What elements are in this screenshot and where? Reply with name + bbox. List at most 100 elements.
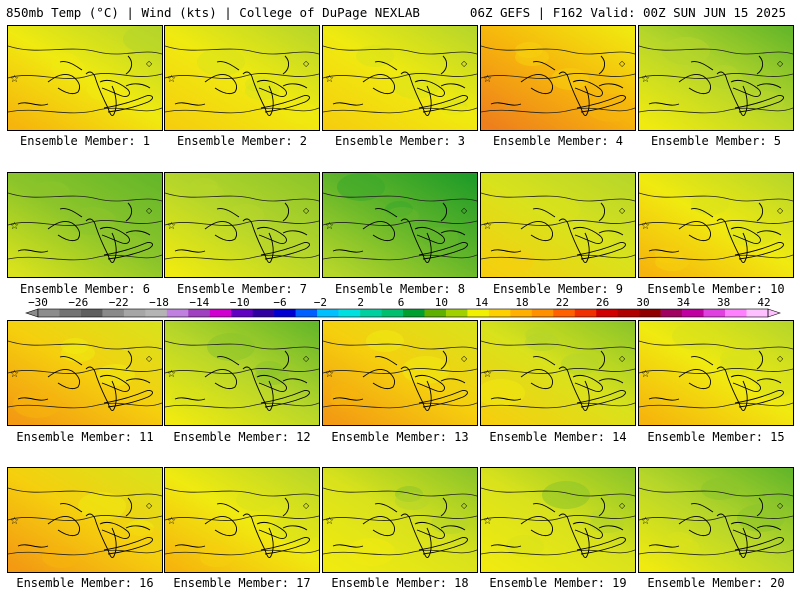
great-lakes-coastline — [374, 356, 398, 366]
great-lakes-coastline — [256, 79, 287, 97]
great-lakes-coastline — [332, 249, 364, 253]
height-contour — [8, 45, 162, 55]
colorbar-tick-label: −6 — [273, 296, 286, 309]
height-contour — [165, 220, 319, 226]
great-lakes-coastline — [572, 521, 603, 539]
great-lakes-coastline — [598, 202, 606, 222]
model-run-info: 06Z GEFS | F162 Valid: 00Z SUN JUN 15 20… — [469, 5, 786, 20]
great-lakes-coastline — [716, 513, 748, 559]
colorbar-outline — [37, 308, 769, 318]
star-icon: ☆ — [325, 74, 334, 85]
ensemble-member-label: Ensemble Member: 12 — [173, 430, 311, 444]
colorbar-swatch — [338, 309, 361, 317]
great-lakes-coastline — [125, 525, 151, 531]
great-lakes-coastline — [598, 378, 624, 384]
great-lakes-coastline — [730, 374, 761, 392]
ensemble-member-label: Ensemble Member: 5 — [650, 134, 782, 148]
great-lakes-coastline — [576, 390, 626, 408]
star-icon: ☆ — [167, 74, 176, 85]
great-lakes-coastline — [648, 102, 680, 106]
height-contour — [8, 254, 162, 261]
height-contour — [165, 515, 319, 521]
temperature-field-map: ☆◇ — [481, 321, 635, 425]
temperature-blotch — [532, 196, 580, 224]
temperature-blotch — [200, 549, 234, 567]
great-lakes-coastline — [598, 83, 624, 89]
height-contour — [481, 73, 635, 79]
temperature-blotch — [13, 390, 61, 418]
height-contour — [8, 549, 162, 556]
diamond-icon: ◇ — [461, 501, 468, 510]
great-lakes-coastline — [440, 202, 448, 222]
height-contour — [481, 487, 635, 497]
height-contour — [481, 220, 635, 226]
great-lakes-coastline — [125, 83, 151, 89]
temperature-field-map: ☆◇ — [8, 26, 162, 130]
star-icon: ☆ — [167, 221, 176, 232]
height-contour — [639, 107, 793, 114]
colorbar-swatch — [574, 309, 597, 317]
height-contour — [165, 549, 319, 556]
temperature-blotch — [272, 515, 319, 543]
temperature-blotch — [395, 492, 429, 510]
great-lakes-coastline — [648, 249, 680, 253]
colorbar-tick-label: 22 — [556, 296, 569, 309]
height-contour — [8, 487, 162, 497]
great-lakes-coastline — [572, 79, 603, 97]
star-icon: ☆ — [10, 221, 19, 232]
height-contour — [481, 368, 635, 374]
height-contour — [639, 549, 793, 556]
great-lakes-coastline — [17, 397, 49, 401]
colorbar-swatch — [445, 309, 468, 317]
ensemble-map-member-7: ☆ ◇ — [164, 172, 320, 278]
great-lakes-coastline — [59, 503, 83, 513]
ensemble-member-label: Ensemble Member: 10 — [647, 282, 785, 296]
great-lakes-coastline — [103, 242, 153, 260]
great-lakes-coastline — [242, 366, 274, 412]
great-lakes-coastline — [418, 95, 468, 113]
ensemble-map-member-11: ☆ ◇ — [7, 320, 163, 426]
colorbar-swatch — [510, 309, 533, 317]
temperature-blotch — [207, 333, 255, 361]
temperature-blotch — [587, 94, 635, 122]
height-contour — [639, 45, 793, 55]
great-lakes-coastline — [204, 368, 238, 390]
colorbar-tick-label: 34 — [677, 296, 691, 309]
temperature-field-map: ☆◇ — [481, 26, 635, 130]
temperature-blotch — [515, 48, 549, 66]
colorbar-swatch — [725, 309, 747, 317]
great-lakes-coastline — [256, 226, 287, 244]
height-contour — [639, 254, 793, 261]
star-icon: ☆ — [325, 221, 334, 232]
temperature-blotch — [171, 387, 209, 409]
great-lakes-coastline — [400, 513, 432, 559]
colorbar-swatch — [38, 309, 60, 317]
colorbar-tick-label: −30 — [28, 296, 48, 309]
ensemble-member-label: Ensemble Member: 14 — [489, 430, 627, 444]
colorbar-swatch — [682, 309, 704, 317]
great-lakes-coastline — [734, 537, 784, 555]
temperature-field-map: ☆◇ — [481, 173, 635, 277]
temperature-colorbar: −30 −26 −22 −18 −14 −10 −6 −2 2 6 10 14 18 22 26 30 34 38… — [25, 296, 781, 318]
colorbar-tick-label: 42 — [757, 296, 770, 309]
great-lakes-coastline — [374, 61, 398, 71]
great-lakes-coastline — [490, 249, 522, 253]
temperature-blotch — [662, 37, 710, 65]
great-lakes-coastline — [756, 83, 782, 89]
great-lakes-coastline — [414, 226, 445, 244]
height-contour — [481, 45, 635, 55]
great-lakes-coastline — [103, 390, 153, 408]
temperature-field-map: ☆◇ — [481, 468, 635, 572]
great-lakes-coastline — [572, 374, 603, 392]
great-lakes-coastline — [716, 366, 748, 412]
great-lakes-coastline — [125, 55, 133, 75]
temperature-blotch — [226, 204, 264, 226]
ensemble-member-label: Ensemble Member: 4 — [492, 134, 624, 148]
great-lakes-coastline — [756, 202, 764, 222]
temperature-blotch — [506, 535, 544, 557]
colorbar-tick-label: 26 — [596, 296, 609, 309]
height-contour — [8, 107, 162, 114]
ensemble-member-label: Ensemble Member: 6 — [19, 282, 151, 296]
colorbar-swatch — [381, 309, 404, 317]
colorbar-swatch — [746, 309, 769, 317]
